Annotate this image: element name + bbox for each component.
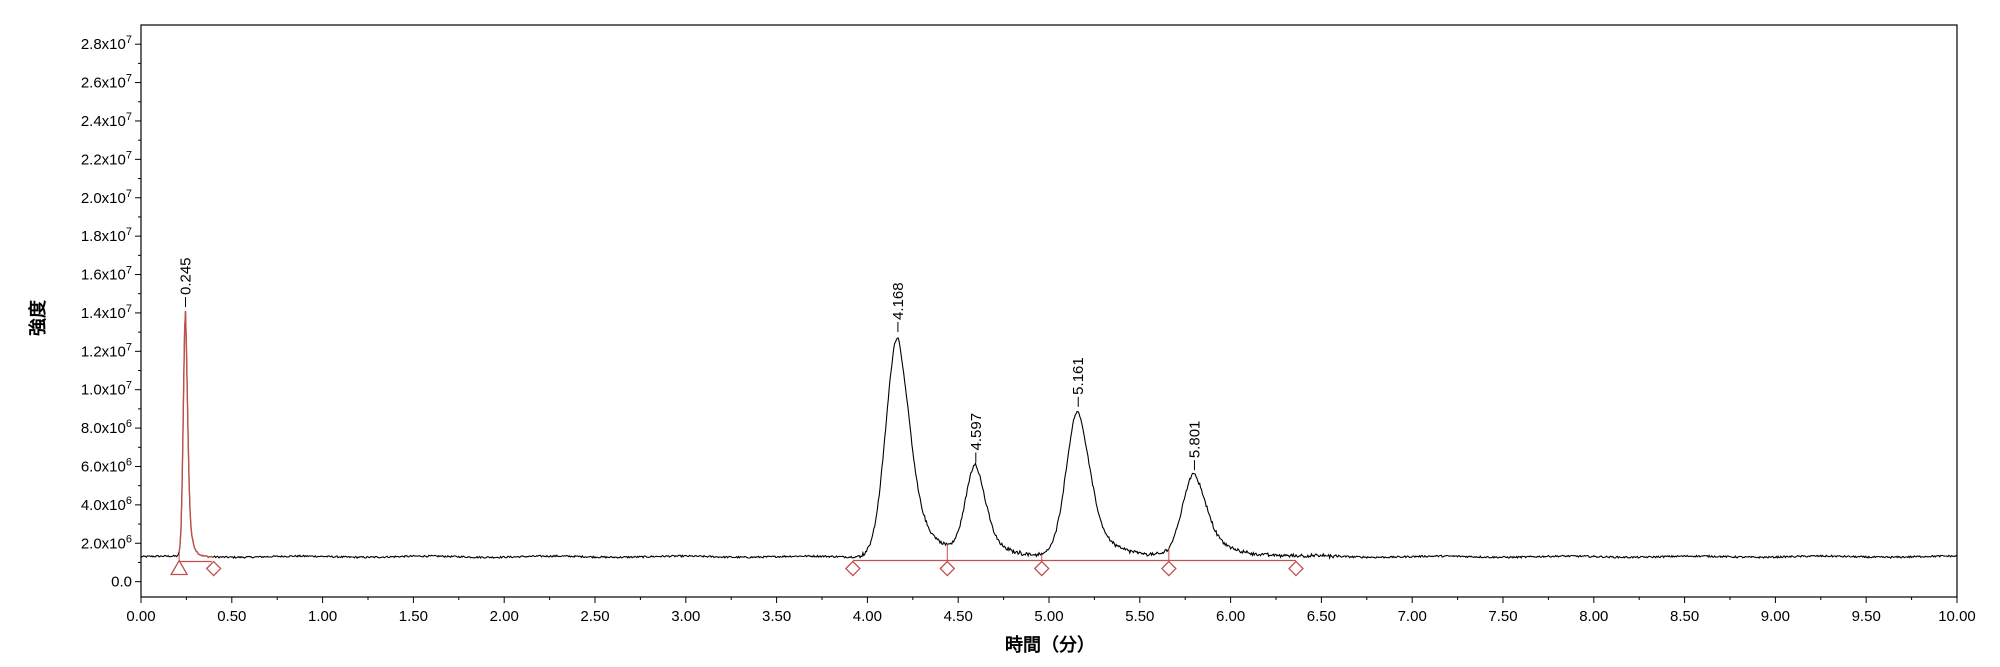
- peak-rt-label: 4.597: [968, 413, 985, 451]
- integration-split-marker: [1160, 560, 1177, 577]
- x-tick-label: 0.00: [126, 608, 155, 625]
- x-tick-label: 4.50: [944, 608, 973, 625]
- y-tick-label: 1.8x107: [81, 226, 132, 245]
- y-tick-label: 2.6x107: [81, 73, 132, 92]
- x-tick-label: 7.00: [1398, 608, 1427, 625]
- x-tick-label: 3.50: [762, 608, 791, 625]
- integration-group: [170, 544, 1304, 577]
- x-tick-label: 7.50: [1488, 608, 1517, 625]
- x-tick-label: 6.50: [1307, 608, 1336, 625]
- integration-split-marker: [205, 560, 222, 577]
- y-tick-label: 1.4x107: [81, 303, 132, 322]
- x-tick-label: 0.50: [217, 608, 246, 625]
- y-tick-label: 1.0x107: [81, 380, 132, 399]
- x-tick-label: 1.00: [308, 608, 337, 625]
- peak-rt-label: 5.801: [1186, 421, 1203, 459]
- y-tick-label: 1.2x107: [81, 341, 132, 360]
- x-tick-label: 1.50: [399, 608, 428, 625]
- x-tick-label: 2.00: [490, 608, 519, 625]
- x-tick-label: 3.00: [671, 608, 700, 625]
- x-tick-label: 5.50: [1125, 608, 1154, 625]
- integration-split-marker: [1288, 560, 1304, 577]
- integration-split-marker: [1033, 560, 1050, 577]
- x-tick-label: 2.50: [580, 608, 609, 625]
- y-tick-label: 6.0x106: [81, 456, 132, 475]
- integration-split-marker: [844, 560, 861, 577]
- integration-start-marker: [170, 559, 189, 576]
- x-axis-title: 時間（分）: [1005, 635, 1095, 656]
- y-tick-label: 2.0x107: [81, 188, 132, 207]
- integration-split-marker: [939, 560, 956, 577]
- plot-frame: [140, 24, 1958, 598]
- y-tick-label: 8.0x106: [81, 418, 132, 437]
- y-tick-label: 2.2x107: [81, 149, 132, 168]
- peak-0245-trace: [178, 311, 214, 559]
- peak-rt-label: 0.245: [177, 257, 194, 295]
- peak-rt-label: 5.161: [1070, 357, 1087, 395]
- y-tick-label: 2.0x106: [81, 533, 132, 552]
- y-tick-label: 4.0x106: [81, 495, 132, 514]
- peak-rt-label: 4.168: [890, 282, 907, 320]
- series-group: [140, 311, 1958, 561]
- y-tick-label: 1.6x107: [81, 265, 132, 284]
- y-tick-label: 2.4x107: [81, 111, 132, 130]
- y-axis-title: 強度: [27, 299, 49, 336]
- x-tick-label: 9.50: [1852, 608, 1881, 625]
- x-tick-label: 4.00: [853, 608, 882, 625]
- x-tick-label: 8.00: [1579, 608, 1608, 625]
- signal-trace-line: [140, 311, 1958, 561]
- y-tick-label: 2.8x107: [81, 34, 132, 53]
- y-tick-label: 0.0: [111, 574, 132, 591]
- x-tick-label: 5.00: [1034, 608, 1063, 625]
- x-tick-label: 6.00: [1216, 608, 1245, 625]
- x-tick-label: 9.00: [1761, 608, 1790, 625]
- x-tick-label: 10.00: [1938, 608, 1976, 625]
- x-tick-label: 8.50: [1670, 608, 1699, 625]
